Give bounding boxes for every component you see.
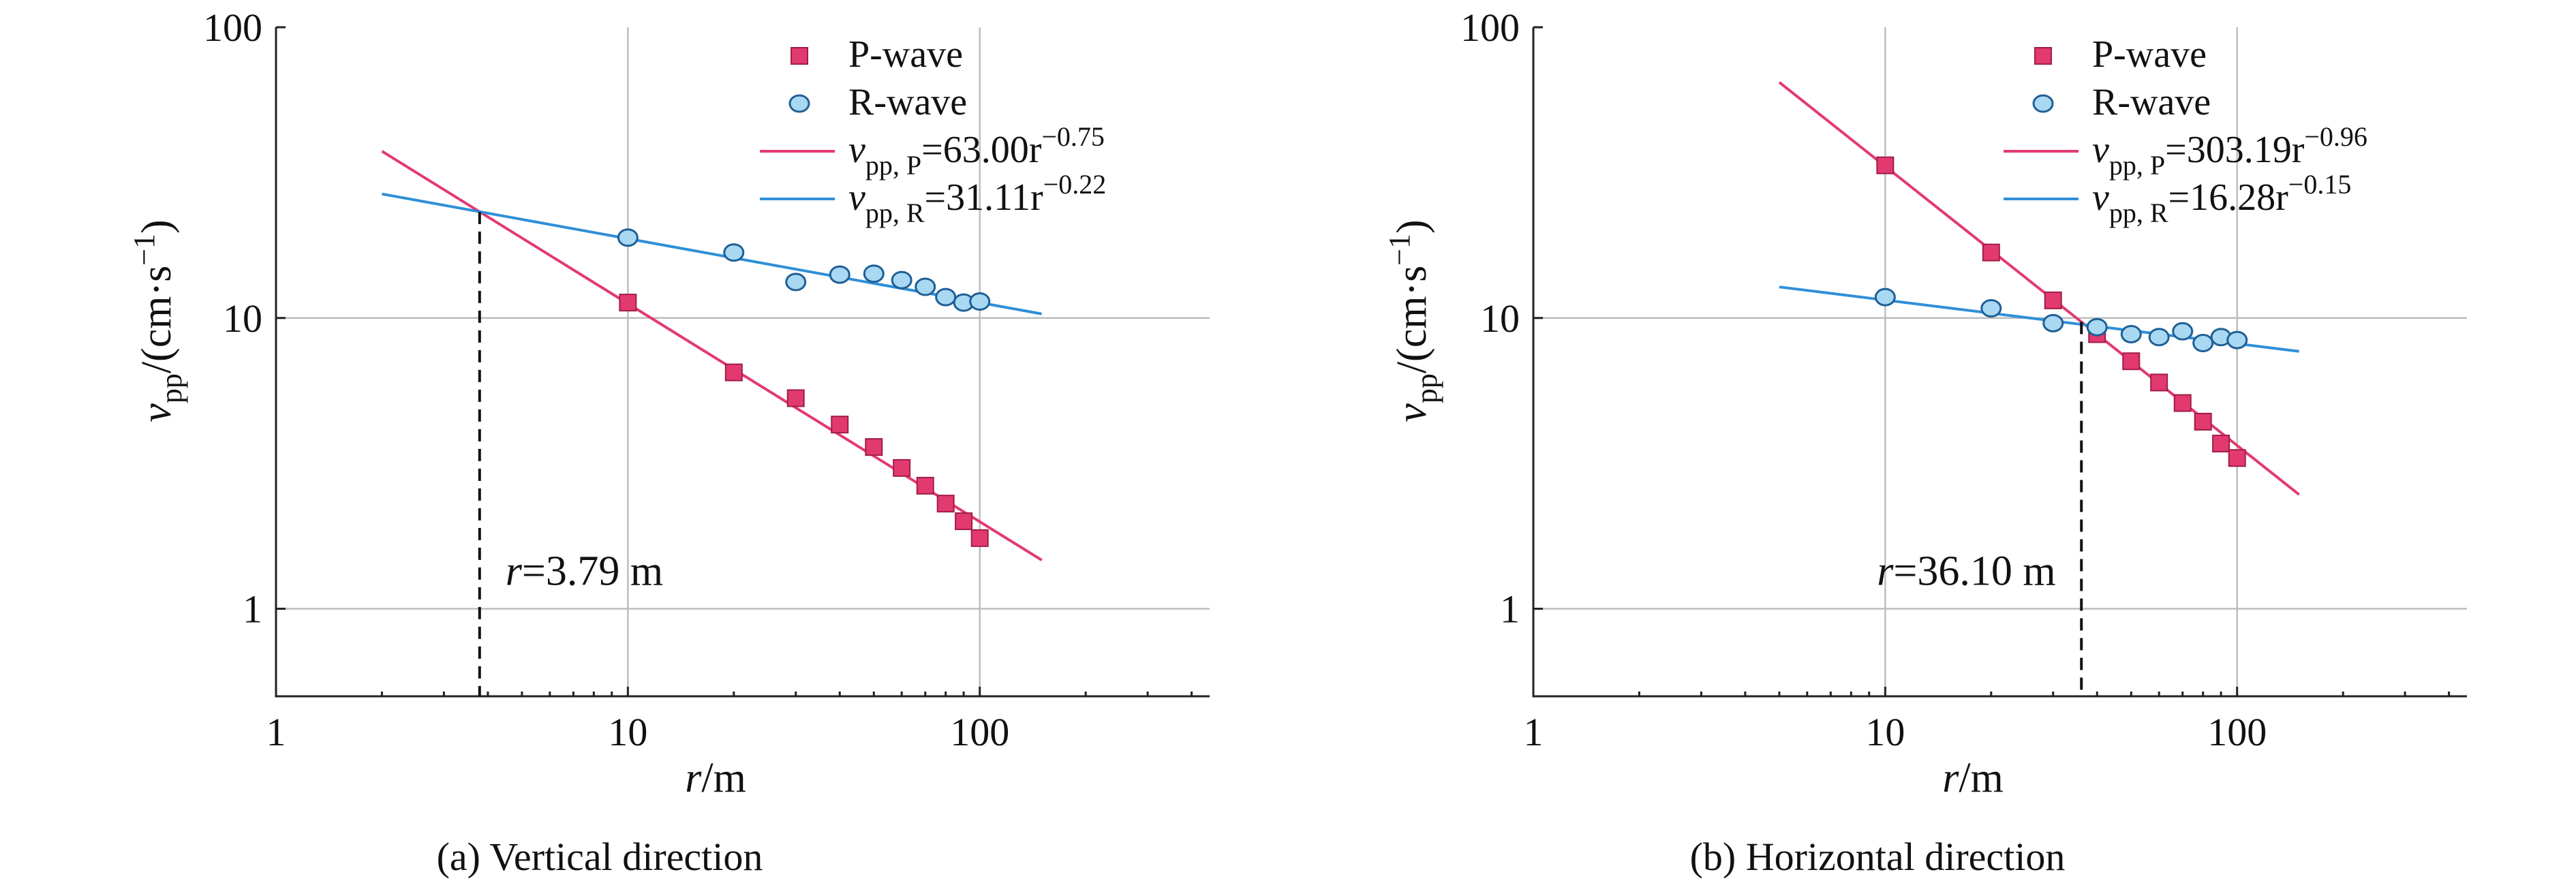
legend-r-wave-marker xyxy=(2032,94,2054,113)
y-tick-label: 100 xyxy=(1460,5,1520,50)
p-wave-point xyxy=(970,529,989,547)
legend-fit-equation: vpp, R=16.28r−0.15 xyxy=(2092,169,2351,228)
r-wave-point xyxy=(723,243,745,262)
r-wave-point xyxy=(969,292,991,311)
p-wave-point xyxy=(2228,449,2246,467)
y-tick-label: 10 xyxy=(223,296,262,341)
p-wave-point xyxy=(865,438,883,456)
y-tick-label: 10 xyxy=(1480,296,1520,341)
p-wave-point xyxy=(2212,435,2230,453)
p-wave-point xyxy=(2122,352,2141,371)
y-tick-label: 1 xyxy=(1500,587,1520,632)
p-wave-point xyxy=(936,495,955,513)
p-wave-point xyxy=(916,476,934,495)
r-wave-point xyxy=(2226,330,2248,350)
r-wave-point xyxy=(935,288,957,307)
p-wave-point xyxy=(619,294,637,312)
r-wave-point xyxy=(2120,324,2142,343)
fit-line-p xyxy=(1778,81,2300,496)
legend-label: P-wave xyxy=(2092,33,2207,76)
p-wave-point xyxy=(955,512,973,531)
x-tick-label: 100 xyxy=(2207,710,2267,754)
intersection-label: r=36.10 m xyxy=(1877,548,2055,595)
p-wave-point xyxy=(2194,412,2212,431)
y-tick-label: 100 xyxy=(203,5,262,50)
r-wave-point xyxy=(891,270,913,290)
r-wave-point xyxy=(2086,317,2108,337)
legend-p-wave-marker xyxy=(791,47,808,65)
y-axis-label: vpp/(cm·s−1) xyxy=(127,219,188,422)
legend-label: P-wave xyxy=(848,33,963,76)
legend-fit-equation: vpp, P=303.19r−0.96 xyxy=(2092,121,2367,181)
r-wave-point xyxy=(785,273,807,292)
x-tick-label: 100 xyxy=(950,710,1009,754)
legend-fit-equation: vpp, R=31.11r−0.22 xyxy=(848,169,1106,228)
r-wave-point xyxy=(617,228,639,247)
p-wave-point xyxy=(2173,394,2192,412)
r-wave-point xyxy=(829,265,850,284)
r-wave-point xyxy=(1980,299,2002,318)
legend-p-wave-marker xyxy=(2034,47,2052,65)
p-wave-point xyxy=(831,416,849,434)
x-tick-label: 1 xyxy=(1524,710,1544,754)
r-wave-point xyxy=(863,264,885,283)
x-axis-label: r/m xyxy=(685,755,746,801)
r-wave-point xyxy=(2148,328,2170,347)
y-tick-label: 1 xyxy=(243,587,262,632)
x-axis-label: r/m xyxy=(1942,755,2004,801)
r-wave-point xyxy=(2172,322,2194,341)
legend-r-wave-marker xyxy=(788,94,810,113)
x-tick-label: 10 xyxy=(608,710,647,754)
p-wave-point xyxy=(786,389,805,407)
panel-caption: (b) Horizontal direction xyxy=(1690,835,2066,879)
p-wave-point xyxy=(1982,243,2000,262)
legend-fit-equation: vpp, P=63.00r−0.75 xyxy=(848,121,1105,181)
p-wave-point xyxy=(1876,156,1895,174)
r-wave-point xyxy=(2042,313,2064,332)
p-wave-point xyxy=(724,363,743,382)
x-tick-label: 1 xyxy=(266,710,286,754)
y-axis-label: vpp/(cm·s−1) xyxy=(1383,219,1443,422)
r-wave-point xyxy=(915,277,936,296)
r-wave-point xyxy=(1874,288,1896,307)
legend-label: R-wave xyxy=(848,81,967,123)
legend-label: R-wave xyxy=(2092,81,2211,123)
x-tick-label: 10 xyxy=(1865,710,1905,754)
panel-caption: (a) Vertical direction xyxy=(437,835,763,879)
r-wave-point xyxy=(2192,334,2214,353)
p-wave-point xyxy=(2150,373,2168,392)
p-wave-point xyxy=(893,459,911,477)
p-wave-point xyxy=(2044,291,2062,309)
intersection-label: r=3.79 m xyxy=(506,548,663,595)
